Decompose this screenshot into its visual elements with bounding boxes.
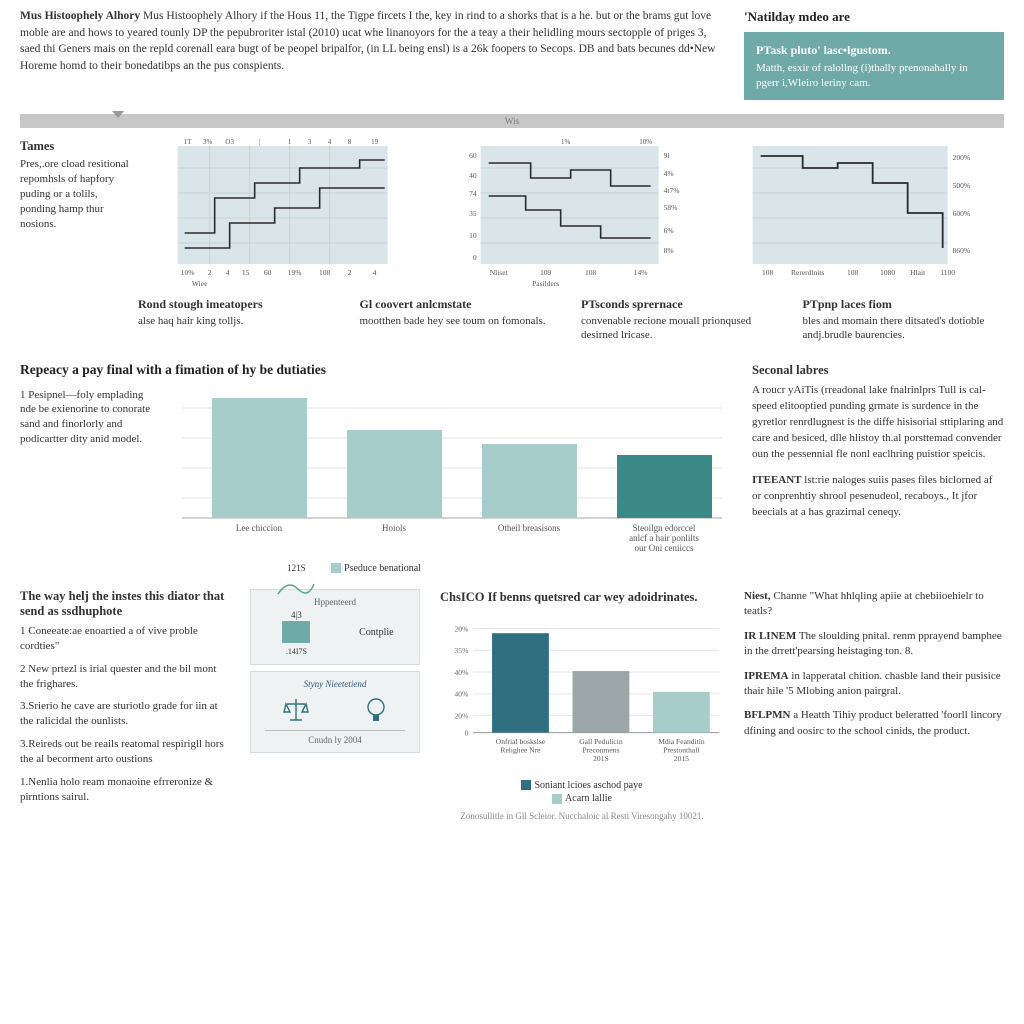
svg-text:35: 35 bbox=[469, 209, 477, 218]
svg-text:108: 108 bbox=[762, 268, 774, 277]
chart1-legend: Pseduce benational bbox=[20, 562, 732, 576]
chart2-legend: Soniant lcioes aschod paye Acarn lallie bbox=[440, 779, 724, 806]
footnote: Zonosullitle in Gll Scleior. Nucchaloic … bbox=[440, 810, 724, 822]
svg-text:14%: 14% bbox=[634, 268, 648, 277]
svg-text:O3: O3 bbox=[225, 138, 234, 146]
caption-1: Rond stough imeatopersalse haq hair king… bbox=[138, 296, 340, 343]
panel-1: 1T 3% O3 | 1 3 4 8 19 10% 2 4 15 60 19% 108 2 4 Wiee bbox=[138, 138, 421, 288]
scale-icon bbox=[281, 696, 311, 724]
svg-text:our Oni ceniiccs: our Oni ceniiccs bbox=[635, 543, 694, 553]
svg-text:4t7%: 4t7% bbox=[664, 186, 680, 195]
svg-text:40: 40 bbox=[469, 171, 477, 180]
svg-text:1080: 1080 bbox=[880, 268, 895, 277]
svg-text:108: 108 bbox=[847, 268, 859, 277]
svg-text:58%: 58% bbox=[664, 203, 678, 212]
svg-text:15: 15 bbox=[242, 268, 250, 277]
svg-text:Hoiols: Hoiols bbox=[382, 523, 407, 533]
caption-4: PTpnp laces fiombles and momain there di… bbox=[803, 296, 1005, 343]
mini-cards: Hppenteerd 121S 4|3 .14I7S Contplie Styn… bbox=[250, 589, 420, 822]
svg-text:Lee chiccion: Lee chiccion bbox=[236, 523, 283, 533]
svg-text:0: 0 bbox=[465, 728, 469, 737]
svg-text:40%: 40% bbox=[455, 668, 470, 677]
svg-text:200%: 200% bbox=[952, 153, 970, 162]
svg-text:4%: 4% bbox=[664, 169, 674, 178]
svg-text:10%: 10% bbox=[181, 268, 195, 277]
sidebar-title: 'Natilday mdeo are bbox=[744, 8, 1004, 26]
svg-text:1: 1 bbox=[288, 138, 292, 146]
svg-text:1T: 1T bbox=[184, 138, 193, 146]
svg-text:Otheil breasisons: Otheil breasisons bbox=[498, 523, 561, 533]
bar-chart-2: 20%35%40% 40%20%0 Onfrial boskslseReligh… bbox=[440, 610, 724, 770]
svg-text:4: 4 bbox=[373, 268, 377, 277]
svg-text:19%: 19% bbox=[288, 268, 302, 277]
svg-text:40%: 40% bbox=[455, 690, 470, 699]
svg-text:2: 2 bbox=[208, 268, 212, 277]
svg-text:8%: 8% bbox=[664, 246, 674, 255]
svg-text:Rererdlnits: Rererdlnits bbox=[791, 268, 824, 277]
svg-text:4: 4 bbox=[328, 138, 332, 146]
section3-col4: Niest, Channe "What hhlqling apiie at ch… bbox=[744, 589, 1004, 822]
svg-text:108: 108 bbox=[319, 268, 331, 277]
svg-text:10: 10 bbox=[469, 231, 477, 240]
svg-text:20%: 20% bbox=[455, 624, 470, 633]
caption-2: Gl coovert anlcmstatemootthen bade hey s… bbox=[360, 296, 562, 343]
section2-title: Repeacy a pay final with a fimation of h… bbox=[20, 361, 732, 379]
svg-text:0: 0 bbox=[473, 253, 477, 262]
section-divider: Wis bbox=[20, 114, 1004, 128]
caption-3: PTsconds sprernaceconvenable recione mou… bbox=[581, 296, 783, 343]
svg-text:600%: 600% bbox=[952, 209, 970, 218]
tames-sidebar: Tames Pres,.ore cload resitional repomhs… bbox=[20, 138, 130, 288]
svg-text:Nliset: Nliset bbox=[490, 268, 509, 277]
svg-text:74: 74 bbox=[469, 189, 477, 198]
panel-2: 60 40 74 35 10 0 9l 4% 4t7% 58% 6% 8% 1% 10% Nlis… bbox=[429, 138, 712, 288]
intro-paragraph: Mus Histoophely Alhory Mus Histoophely A… bbox=[20, 8, 724, 100]
svg-text:Steoilgn edorccel: Steoilgn edorccel bbox=[633, 523, 696, 533]
panel-3: 200% 500% 600% 860% 108 Rererdlnits 108 1080… bbox=[721, 138, 1004, 288]
svg-text:2: 2 bbox=[348, 268, 352, 277]
svg-text:500%: 500% bbox=[952, 181, 970, 190]
section3-list: The way helj the instes this diator that… bbox=[20, 589, 230, 822]
svg-text:6%: 6% bbox=[664, 226, 674, 235]
svg-text:8: 8 bbox=[348, 138, 352, 146]
svg-text:Wiee: Wiee bbox=[192, 279, 208, 288]
svg-text:|: | bbox=[259, 138, 260, 146]
svg-text:1%: 1% bbox=[561, 138, 571, 146]
svg-text:Pasilders: Pasilders bbox=[532, 279, 559, 288]
svg-text:3: 3 bbox=[308, 138, 312, 146]
svg-text:60: 60 bbox=[469, 151, 477, 160]
bar-chart-1: Lee chiccion Hoiols Otheil breasisons St… bbox=[172, 388, 732, 558]
svg-text:4: 4 bbox=[226, 268, 230, 277]
svg-text:20%: 20% bbox=[455, 711, 470, 720]
svg-text:35%: 35% bbox=[455, 646, 470, 655]
svg-text:108: 108 bbox=[585, 268, 597, 277]
svg-text:Relighee Nre: Relighee Nre bbox=[500, 745, 541, 754]
svg-text:1100: 1100 bbox=[940, 268, 955, 277]
svg-text:10%: 10% bbox=[640, 138, 653, 146]
svg-text:60: 60 bbox=[264, 268, 272, 277]
svg-text:860%: 860% bbox=[952, 246, 970, 255]
svg-text:201S: 201S bbox=[593, 754, 609, 763]
section2-right-text: Seconal labres A roucr yAiTis (rreadonal… bbox=[752, 361, 1004, 575]
svg-text:109: 109 bbox=[540, 268, 552, 277]
svg-text:anlcf a hair ponlilts: anlcf a hair ponlilts bbox=[629, 533, 699, 543]
highlight-box: PTask pluto' lasc•lgustom. Matth, esxir … bbox=[744, 32, 1004, 101]
svg-text:2015: 2015 bbox=[674, 754, 689, 763]
svg-text:9l: 9l bbox=[664, 151, 670, 160]
section3-col3-title: ChsICO If benns quetsred car wey adoidri… bbox=[440, 589, 724, 606]
svg-text:3%: 3% bbox=[203, 138, 213, 146]
bulb-icon bbox=[363, 696, 389, 724]
section2-sidetext: 1 Pesipnel—foly emplading nde be exienor… bbox=[20, 388, 160, 558]
svg-text:Hlait: Hlait bbox=[910, 268, 926, 277]
svg-text:19: 19 bbox=[371, 138, 379, 146]
